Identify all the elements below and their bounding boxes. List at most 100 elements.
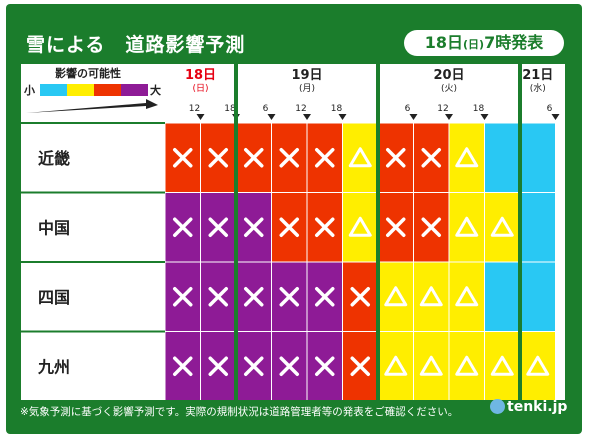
day-label-1: 19日 <box>291 68 322 83</box>
cross-icon <box>173 287 193 307</box>
cross-icon <box>244 217 264 237</box>
tenki-logo: tenki.jp <box>490 399 567 415</box>
cross-icon <box>173 217 193 237</box>
day-dow-0: (日) <box>192 83 208 94</box>
tick-marker <box>551 114 560 120</box>
tick-label: 12 <box>189 104 200 114</box>
cell-2-10 <box>519 261 556 332</box>
row-label-3: 九州 <box>37 357 70 376</box>
triangle-icon <box>455 286 479 307</box>
footer-note: ※気象予測に基づく影響予測です。実際の規制状況は道路管理者等の発表をご確認くださ… <box>20 406 459 418</box>
day-dow-3: (水) <box>530 82 546 94</box>
triangle-icon <box>419 355 443 376</box>
cross-icon <box>350 356 370 376</box>
legend-arrow-icon <box>26 99 158 113</box>
tick-label: 6 <box>263 104 269 114</box>
triangle-icon <box>490 355 514 376</box>
issued-dow: (日) <box>463 38 485 51</box>
cross-icon <box>244 148 264 168</box>
cross-icon <box>421 148 441 168</box>
triangle-icon <box>455 216 479 237</box>
legend-swatch-1 <box>67 84 94 96</box>
tick-marker <box>480 114 489 120</box>
cell-3-10 <box>519 331 556 401</box>
cross-icon <box>208 148 228 168</box>
tick-marker <box>409 114 418 120</box>
cell-2-6 <box>377 261 414 332</box>
cell-0-10 <box>519 122 556 193</box>
triangle-icon <box>455 355 479 376</box>
tick-label: 12 <box>295 104 306 114</box>
cell-0-8 <box>448 122 485 193</box>
issued-time: 7時発表 <box>484 33 544 52</box>
cross-icon <box>208 356 228 376</box>
cross-icon <box>173 148 193 168</box>
day-separator <box>518 63 522 401</box>
day-separator <box>234 63 238 401</box>
row-label-2: 四国 <box>38 288 70 307</box>
day-dow-2: (火) <box>441 83 457 94</box>
day-dow-1: (月) <box>299 83 315 94</box>
cross-icon <box>279 287 299 307</box>
triangle-icon <box>384 286 408 307</box>
cross-icon <box>386 217 406 237</box>
legend-title: 影響の可能性 <box>55 66 121 80</box>
tick-label: 12 <box>437 104 448 114</box>
cell-3-6 <box>377 331 414 401</box>
cell-1-9 <box>484 192 521 263</box>
legend-swatch-2 <box>94 84 121 96</box>
cross-icon <box>279 356 299 376</box>
cell-2-9 <box>484 261 521 332</box>
tick-marker <box>303 114 311 120</box>
day-label-0: 18日 <box>185 68 216 83</box>
issued-badge: 18日(日)7時発表 <box>404 30 564 56</box>
tenki-logo-icon <box>490 399 505 414</box>
triangle-icon <box>455 147 479 168</box>
issued-day: 18日 <box>424 33 464 52</box>
cross-icon <box>315 287 335 307</box>
cell-1-10 <box>519 192 556 263</box>
cell-3-9 <box>484 331 521 401</box>
cell-1-8 <box>448 192 485 263</box>
tick-label: 6 <box>405 104 411 114</box>
day-separator <box>376 63 380 401</box>
triangle-icon <box>348 147 372 168</box>
legend-swatch-0 <box>40 84 67 96</box>
cross-icon <box>279 148 299 168</box>
legend-swatch-3 <box>121 84 148 96</box>
tick-label: 18 <box>331 104 343 114</box>
cell-2-8 <box>448 261 485 332</box>
legend-high: 大 <box>150 83 161 97</box>
triangle-icon <box>526 355 550 376</box>
tick-label: 6 <box>547 104 553 114</box>
triangle-icon <box>490 216 514 237</box>
logo-text: tenki.jp <box>507 399 568 415</box>
tick-marker <box>338 114 347 120</box>
cross-icon <box>208 287 228 307</box>
triangle-icon <box>348 216 372 237</box>
cell-2-7 <box>413 261 450 332</box>
triangle-icon <box>384 355 408 376</box>
tick-marker <box>445 114 453 120</box>
cell-3-8 <box>448 331 485 401</box>
cross-icon <box>350 287 370 307</box>
row-label-1: 中国 <box>38 218 70 237</box>
cross-icon <box>421 217 441 237</box>
triangle-icon <box>419 286 443 307</box>
legend-low: 小 <box>23 83 35 97</box>
tick-marker <box>196 114 205 120</box>
cell-3-7 <box>413 331 450 401</box>
cross-icon <box>386 148 406 168</box>
page-title: 雪による 道路影響予測 <box>26 34 246 56</box>
cross-icon <box>315 356 335 376</box>
cross-icon <box>315 148 335 168</box>
cross-icon <box>208 217 228 237</box>
cell-0-5 <box>342 122 379 193</box>
cross-icon <box>279 217 299 237</box>
cross-icon <box>315 217 335 237</box>
tick-label: 18 <box>224 104 236 114</box>
day-label-2: 20日 <box>433 68 464 83</box>
cell-0-9 <box>484 122 521 193</box>
cross-icon <box>173 356 193 376</box>
